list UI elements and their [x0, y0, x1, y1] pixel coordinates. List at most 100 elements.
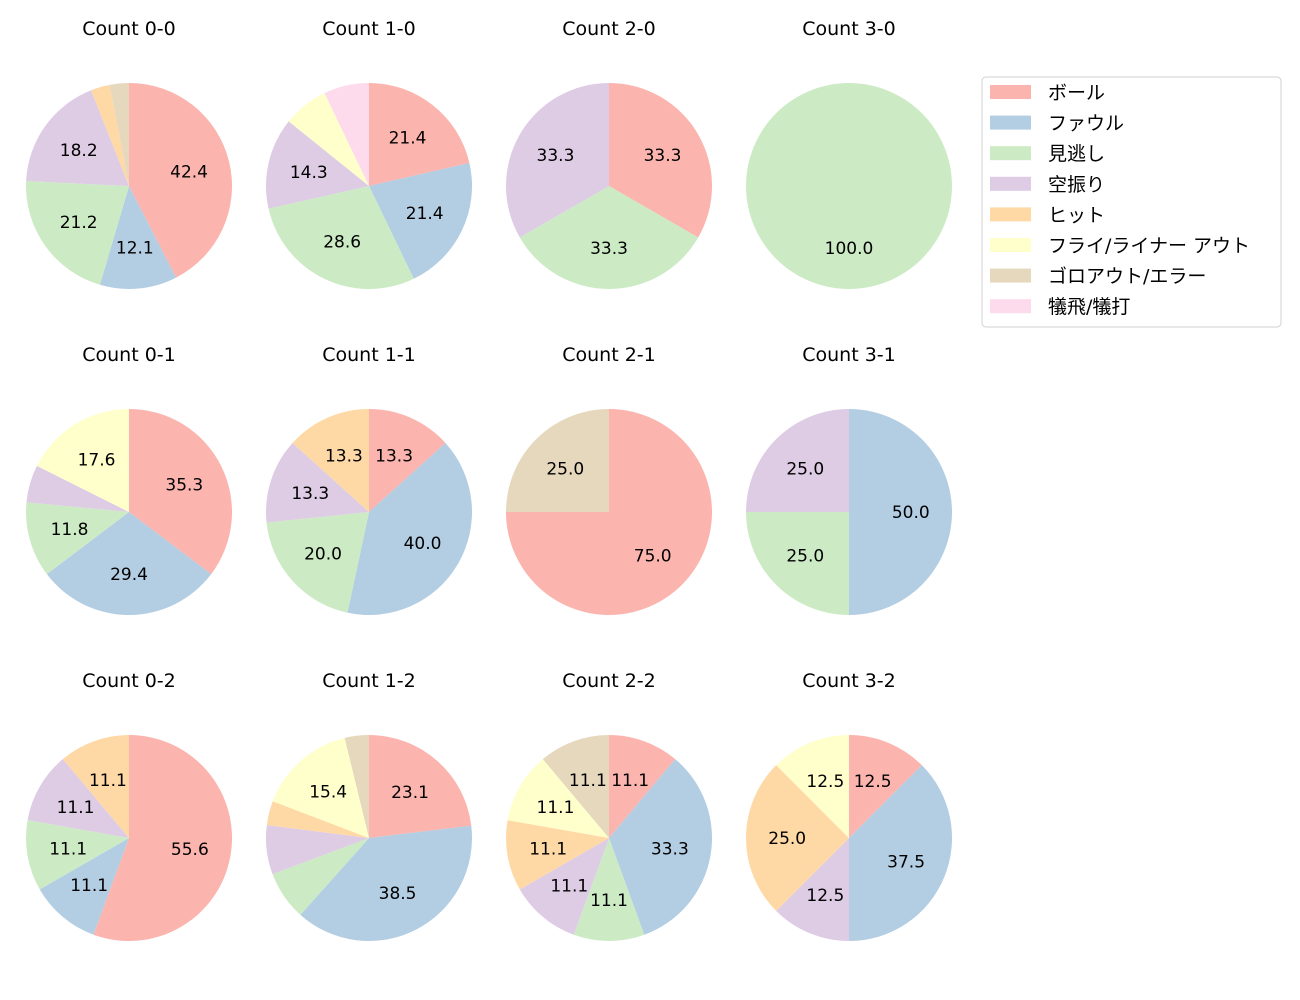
- pie-count-3-0: Count 3-0 100.0: [746, 18, 952, 289]
- pie-slice-見逃し: [272, 838, 369, 915]
- pie-slice-空振り: [266, 121, 369, 209]
- slice-label: 18.2: [60, 141, 98, 161]
- pie-slice-ボール: [93, 735, 233, 941]
- pie-slice-見逃し: [573, 838, 645, 942]
- slice-label: 17.6: [78, 450, 116, 470]
- legend-entry: 犠飛/犠打: [1048, 296, 1130, 318]
- pie-title: Count 2-2: [562, 670, 656, 692]
- pie-slice-空振り: [519, 838, 609, 935]
- pie-slice-ファウル: [369, 163, 472, 279]
- slice-label: 42.4: [170, 162, 208, 182]
- pie-slice-ヒット: [292, 409, 369, 512]
- slice-label: 33.3: [644, 146, 682, 166]
- legend-swatch: [990, 115, 1031, 130]
- slice-label: 25.0: [786, 459, 824, 479]
- legend-frame: [981, 76, 1282, 328]
- pie-slice-ボール: [369, 735, 472, 838]
- slice-label: 35.3: [165, 475, 203, 495]
- pie-slice-空振り: [776, 838, 849, 941]
- legend-swatch: [990, 299, 1031, 314]
- pie-count-3-2: Count 3-2 12.5 37.5 12.5 25.0 12.5: [746, 670, 952, 941]
- pie-slice-空振り: [266, 825, 369, 875]
- pie-title: Count 2-1: [562, 344, 656, 366]
- pie-slice-見逃し: [266, 512, 369, 613]
- pie-slice-ファウル: [39, 838, 129, 935]
- slice-label: 15.4: [309, 783, 347, 803]
- slice-label: 33.3: [590, 239, 628, 259]
- slice-label: 13.3: [325, 447, 363, 467]
- slice-label: 50.0: [892, 503, 930, 523]
- pie-slice-空振り: [26, 90, 129, 186]
- slice-label: 12.5: [806, 886, 844, 906]
- pie-slice-空振り: [746, 409, 849, 512]
- slice-label: 21.2: [60, 213, 98, 233]
- pie-slice-見逃し: [746, 83, 952, 289]
- pie-title: Count 0-2: [82, 670, 176, 692]
- slice-label: 11.1: [89, 771, 127, 791]
- legend-swatch: [990, 146, 1031, 161]
- pie-slice-見逃し: [519, 186, 699, 289]
- slice-label: 11.1: [590, 891, 628, 911]
- pie-slice-見逃し: [25, 180, 130, 285]
- pie-slice-ゴロアウト/エラー: [109, 83, 129, 186]
- pie-slice-ヒット: [91, 84, 129, 186]
- slice-label: 25.0: [786, 547, 824, 567]
- slice-label: 11.1: [49, 840, 87, 860]
- pie-title: Count 0-0: [82, 18, 176, 40]
- pie-slice-ゴロアウト/エラー: [506, 409, 609, 512]
- slice-label: 11.1: [569, 771, 607, 791]
- pie-count-2-2: Count 2-211.133.311.111.111.111.111.1: [505, 670, 712, 942]
- pie-count-2-1: Count 2-1 75.0 25.0: [506, 344, 712, 615]
- slice-label: 37.5: [887, 853, 925, 873]
- pie-slice-見逃し: [746, 512, 849, 615]
- pie-slice-ボール: [129, 409, 233, 575]
- pie-slice-ボール: [609, 735, 676, 838]
- pie-slice-ファウル: [347, 442, 472, 615]
- pie-count-0-0: Count 0-0 42.4 12.1 21.2 18.2: [25, 18, 232, 289]
- slice-label: 12.5: [806, 772, 844, 792]
- pie-slice-ヒット: [505, 820, 609, 890]
- pie-slice-フライ/ライナー アウト: [288, 93, 369, 186]
- slice-label: 29.4: [110, 565, 148, 585]
- pie-title: Count 1-2: [322, 670, 416, 692]
- slice-label: 28.6: [323, 233, 361, 253]
- pie-slice-ヒット: [746, 765, 849, 911]
- pie-title: Count 3-1: [802, 344, 896, 366]
- slice-label: 40.0: [404, 534, 442, 554]
- slice-label: 33.3: [537, 146, 575, 166]
- legend-entry: ボール: [1048, 82, 1105, 104]
- slice-label: 55.6: [171, 840, 209, 860]
- pie-count-2-0: Count 2-0 33.3 33.3 33.3: [506, 18, 712, 289]
- pie-count-1-1: Count 1-1 13.3 40.0 20.0 13.3 13.3: [266, 344, 472, 615]
- legend-entry: 空振り: [1048, 174, 1105, 196]
- pie-slice-ボール: [369, 409, 446, 512]
- pie-slice-フライ/ライナー アウト: [776, 735, 849, 838]
- slice-label: 20.0: [304, 544, 342, 564]
- pie-slice-ボール: [609, 83, 712, 238]
- slice-label: 75.0: [634, 547, 672, 567]
- pie-title: Count 1-0: [322, 18, 416, 40]
- pie-slice-ヒット: [266, 801, 369, 838]
- pie-slice-ファウル: [849, 409, 952, 615]
- pie-count-1-0: Count 1-0 21.4 21.4 28.6 14.3: [266, 18, 472, 290]
- pie-title: Count 1-1: [322, 344, 416, 366]
- pie-slice-見逃し: [268, 186, 414, 290]
- slice-label: 23.1: [391, 783, 429, 803]
- pie-slice-ゴロアウト/エラー: [344, 735, 369, 838]
- pie-title: Count 3-2: [802, 670, 896, 692]
- slice-label: 38.5: [379, 884, 417, 904]
- pie-slice-フライ/ライナー アウト: [507, 759, 609, 838]
- slice-label: 11.1: [537, 798, 575, 818]
- slice-label: 21.4: [389, 129, 427, 149]
- legend-swatch: [990, 207, 1031, 222]
- slice-label: 13.3: [291, 484, 329, 504]
- legend-entry: ヒット: [1048, 204, 1105, 226]
- slice-label: 13.3: [375, 447, 413, 467]
- slice-label: 11.1: [611, 771, 649, 791]
- pie-slice-ファウル: [99, 186, 177, 289]
- pie-slice-ファウル: [46, 512, 212, 615]
- slice-label: 11.8: [51, 520, 89, 540]
- pie-slice-ファウル: [849, 765, 952, 941]
